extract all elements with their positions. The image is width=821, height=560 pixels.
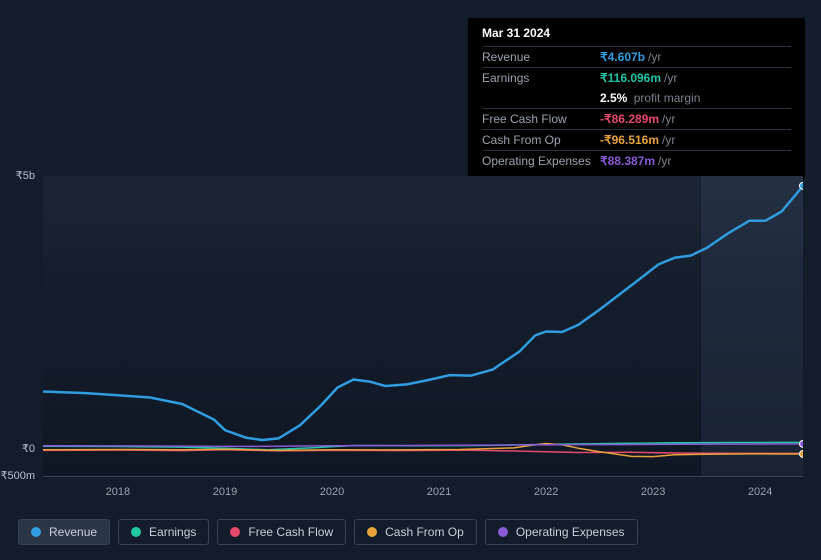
chart-plot[interactable]	[43, 176, 803, 476]
series-line	[43, 444, 803, 447]
x-axis-label: 2019	[213, 486, 237, 498]
chart-legend: Revenue Earnings Free Cash Flow Cash From O…	[18, 519, 638, 545]
x-axis-label: 2021	[427, 486, 451, 498]
legend-swatch	[31, 527, 41, 537]
x-axis-label: 2020	[320, 486, 344, 498]
tooltip-label: Revenue	[482, 50, 600, 64]
chart-svg	[43, 176, 803, 476]
y-axis-label: ₹0	[0, 442, 35, 455]
tooltip-date: Mar 31 2024	[482, 26, 791, 46]
chart-area: ₹5b₹0-₹500m 2018201920202021202220232024	[18, 158, 808, 483]
x-axis-label: 2023	[641, 486, 665, 498]
legend-item[interactable]: Earnings	[118, 519, 209, 545]
legend-swatch	[498, 527, 508, 537]
tooltip-label: Free Cash Flow	[482, 112, 600, 126]
chart-axis-line	[43, 476, 803, 477]
legend-item[interactable]: Revenue	[18, 519, 110, 545]
tooltip-label: Cash From Op	[482, 133, 600, 147]
tooltip-value: -₹86.289m/yr	[600, 112, 675, 126]
legend-swatch	[367, 527, 377, 537]
y-axis-label: -₹500m	[0, 469, 35, 482]
tooltip-label: Earnings	[482, 71, 600, 85]
legend-label: Cash From Op	[385, 525, 464, 539]
x-axis-label: 2018	[106, 486, 130, 498]
legend-item[interactable]: Free Cash Flow	[217, 519, 346, 545]
series-line	[43, 186, 803, 440]
legend-label: Operating Expenses	[516, 525, 625, 539]
legend-label: Free Cash Flow	[248, 525, 333, 539]
series-end-marker	[800, 182, 804, 189]
y-axis-label: ₹5b	[0, 169, 35, 182]
tooltip-value: ₹116.096m/yr	[600, 71, 677, 85]
tooltip-row: Revenue₹4.607b/yr	[482, 46, 791, 67]
legend-swatch	[230, 527, 240, 537]
tooltip-row: Earnings₹116.096m/yr	[482, 67, 791, 88]
tooltip-row: Free Cash Flow-₹86.289m/yr	[482, 108, 791, 129]
tooltip-subrow: 2.5% profit margin	[482, 88, 791, 108]
tooltip-value: -₹96.516m/yr	[600, 133, 675, 147]
tooltip-row: Cash From Op-₹96.516m/yr	[482, 129, 791, 150]
legend-item[interactable]: Operating Expenses	[485, 519, 638, 545]
tooltip-value: ₹4.607b/yr	[600, 50, 661, 64]
x-axis-label: 2022	[534, 486, 558, 498]
series-end-marker	[800, 440, 804, 447]
chart-tooltip: Mar 31 2024 Revenue₹4.607b/yrEarnings₹11…	[468, 18, 805, 179]
series-end-marker	[800, 450, 804, 457]
legend-swatch	[131, 527, 141, 537]
legend-item[interactable]: Cash From Op	[354, 519, 477, 545]
x-axis-label: 2024	[748, 486, 772, 498]
legend-label: Revenue	[49, 525, 97, 539]
legend-label: Earnings	[149, 525, 196, 539]
